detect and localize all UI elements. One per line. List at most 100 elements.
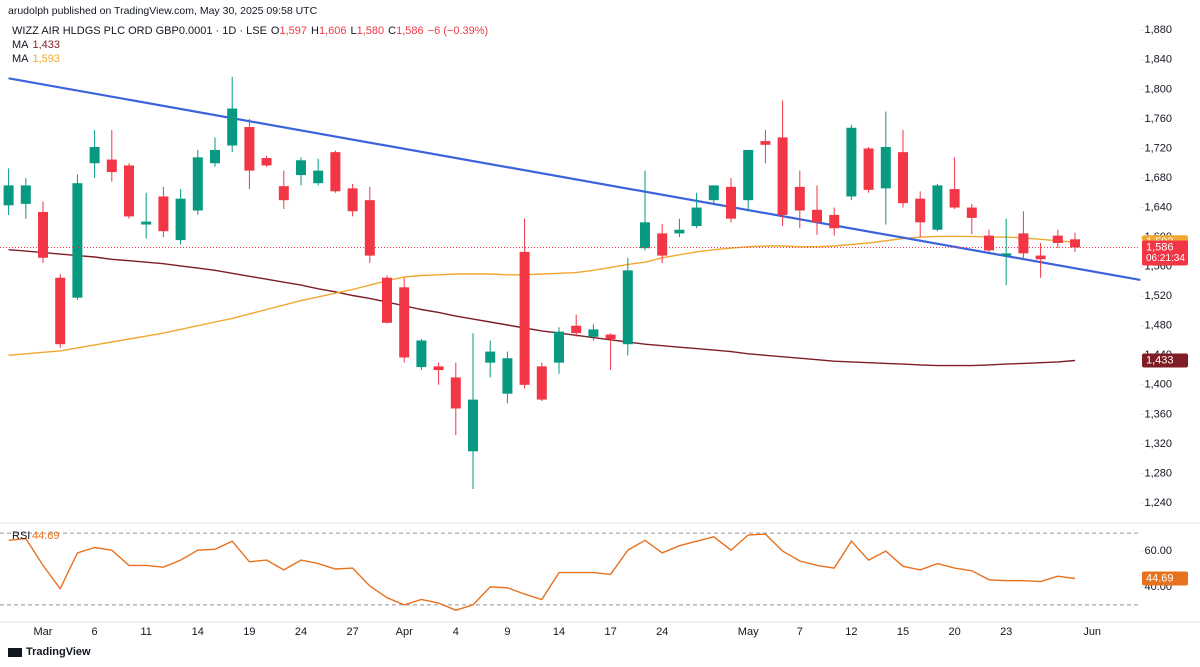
ma-name: MA: [12, 53, 29, 65]
candle-body: [38, 211, 48, 258]
brand-logo: [8, 647, 22, 657]
ma-price-label: 1,433: [1146, 354, 1174, 366]
candle-body: [949, 189, 960, 208]
ma-price-box: [1142, 353, 1188, 368]
last-price-box: [1142, 240, 1188, 266]
countdown: 06:21:34: [1146, 253, 1185, 264]
candle-body: [450, 377, 461, 409]
candle-body: [1001, 253, 1012, 256]
candle-body: [1035, 255, 1046, 260]
candle-body: [141, 221, 152, 225]
x-tick-label: Apr: [396, 626, 413, 638]
candle-body: [278, 186, 289, 201]
candle-body: [1018, 233, 1029, 254]
candle-body: [880, 146, 891, 189]
candle-body: [433, 366, 444, 371]
candle-body: [124, 165, 134, 217]
candle-body: [227, 108, 238, 146]
ohlc-label: H: [311, 25, 319, 37]
y-tick-label: 1,640: [1144, 201, 1172, 213]
ma-name: MA: [12, 39, 29, 51]
x-tick-label: Jun: [1083, 626, 1101, 638]
y-tick-label: 1,320: [1144, 438, 1172, 450]
candle-body: [1052, 235, 1063, 244]
x-tick-label: 11: [140, 626, 151, 638]
ma-legend: MA 1,433: [12, 39, 492, 51]
candle-body: [605, 334, 616, 340]
candle-body: [691, 207, 702, 227]
candle-body: [313, 170, 324, 184]
last-price-label: 1,586: [1146, 241, 1174, 253]
candle-body: [210, 149, 220, 164]
x-tick-label: 19: [243, 626, 255, 638]
candle-body: [296, 160, 306, 176]
candle-body: [55, 277, 66, 345]
rsi-name: RSI: [12, 530, 30, 542]
candle-body: [743, 149, 754, 201]
x-tick-label: 6: [92, 626, 98, 638]
x-tick-label: 4: [453, 626, 459, 638]
x-tick-label: 20: [948, 626, 960, 638]
publisher-note: arudolph published on TradingView.com, M…: [8, 5, 318, 17]
candle-body: [915, 198, 926, 223]
x-tick-label: 7: [797, 626, 803, 638]
y-tick-label: 1,520: [1144, 290, 1172, 302]
moving-average: [8, 249, 1076, 367]
brand-text: TradingView: [26, 646, 91, 658]
y-tick-label: 1,280: [1144, 467, 1172, 479]
candle-body: [777, 137, 788, 215]
candle-body: [89, 146, 100, 164]
candle-body: [829, 214, 840, 229]
x-tick-label: 14: [553, 626, 565, 638]
candle-body: [898, 152, 908, 204]
ma-legend: MA 1,593: [12, 53, 492, 65]
x-tick-label: Mar: [34, 626, 53, 638]
candle-body: [382, 277, 392, 323]
symbol-title: WIZZ AIR HLDGS PLC ORD GBP0.0001 · 1D · …: [12, 25, 267, 37]
candle-body: [158, 196, 169, 232]
candle-body: [502, 358, 513, 394]
rsi-line: [8, 533, 1076, 611]
candle-body: [364, 200, 375, 256]
legend: WIZZ AIR HLDGS PLC ORD GBP0.0001 · 1D · …: [12, 25, 492, 65]
candle-body: [468, 399, 478, 452]
candle-body: [536, 366, 547, 400]
moving-average: [8, 235, 1076, 356]
y-tick-label: 1,480: [1144, 320, 1172, 332]
y-tick-label: 1,400: [1144, 379, 1172, 391]
x-tick-label: 15: [897, 626, 909, 638]
x-tick-label: May: [738, 626, 759, 638]
y-tick-label: 1,720: [1144, 142, 1172, 154]
candle-body: [106, 159, 117, 173]
ohlc-row: WIZZ AIR HLDGS PLC ORD GBP0.0001 · 1D · …: [12, 25, 492, 37]
rsi-tick-label: 60.00: [1144, 545, 1172, 557]
candle-body: [760, 141, 771, 145]
x-tick-label: 17: [604, 626, 616, 638]
y-tick-label: 1,800: [1144, 83, 1172, 95]
ohlc-label: C: [388, 25, 397, 37]
candle-body: [863, 148, 874, 190]
y-tick-label: 1,680: [1144, 172, 1172, 184]
candle-body: [622, 270, 633, 345]
x-tick-label: 12: [845, 626, 857, 638]
x-tick-label: 14: [192, 626, 204, 638]
x-tick-label: 24: [295, 626, 307, 638]
x-tick-label: 9: [504, 626, 510, 638]
candle-body: [399, 287, 410, 358]
trendline: [8, 77, 1141, 282]
candle-body: [485, 351, 496, 363]
candle-body: [192, 157, 203, 211]
x-tick-label: 23: [1000, 626, 1012, 638]
candle-body: [812, 209, 822, 223]
rsi-legend-value: 44.69: [32, 530, 60, 542]
y-tick-label: 1,880: [1144, 24, 1172, 36]
candle-body: [3, 185, 14, 206]
ohlc-value: 1,580: [356, 25, 385, 37]
ohlc-label: L: [350, 25, 357, 37]
candle-body: [726, 186, 736, 219]
brand: TradingView: [8, 646, 95, 658]
candle-body: [1070, 239, 1080, 248]
candle-body: [588, 329, 599, 337]
candle-body: [640, 222, 650, 249]
